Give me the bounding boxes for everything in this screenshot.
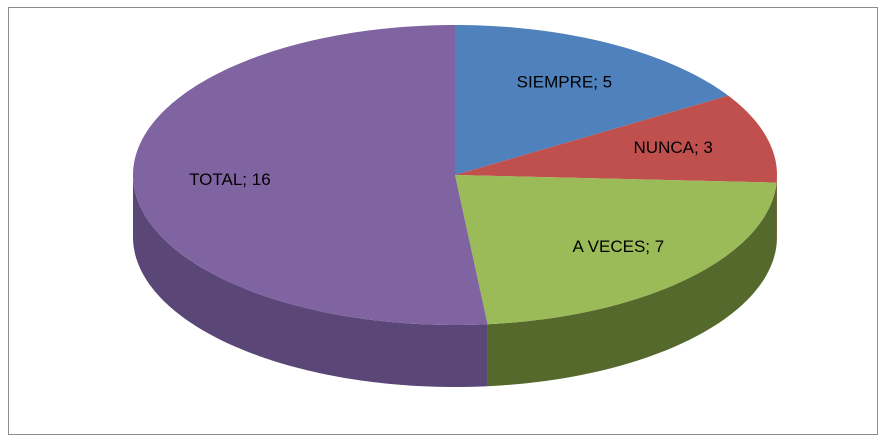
data-label: SIEMPRE; 5 (517, 73, 612, 92)
data-label: A VECES; 7 (573, 237, 665, 256)
data-label: NUNCA; 3 (634, 138, 713, 157)
data-label: TOTAL; 16 (189, 170, 271, 189)
